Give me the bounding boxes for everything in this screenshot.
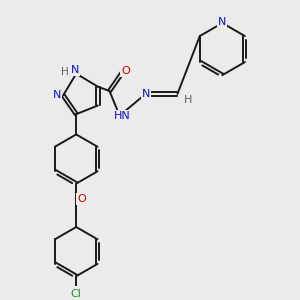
Text: N: N: [218, 16, 226, 27]
Text: Cl: Cl: [71, 289, 82, 298]
Text: N: N: [52, 90, 61, 100]
Text: H: H: [183, 95, 192, 105]
Text: O: O: [121, 66, 130, 76]
Text: N: N: [142, 89, 150, 99]
Text: N: N: [70, 65, 79, 75]
Text: HN: HN: [114, 111, 131, 121]
Text: O: O: [77, 194, 86, 204]
Text: H: H: [61, 67, 69, 77]
